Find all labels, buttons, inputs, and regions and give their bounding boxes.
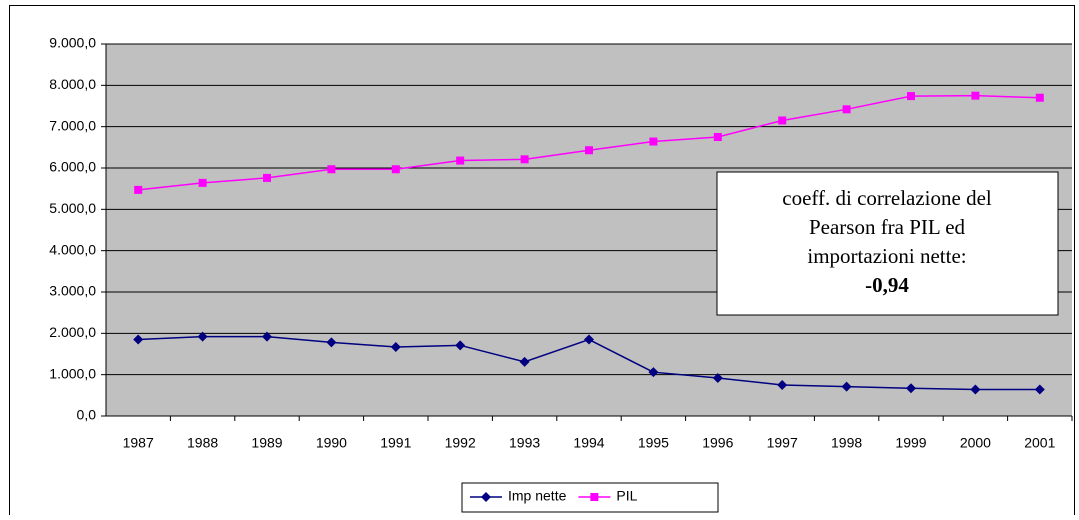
data-point — [1035, 93, 1044, 102]
data-point — [777, 380, 788, 390]
x-tick-label: 1988 — [187, 435, 218, 451]
y-tick-label: 7.000,0 — [49, 117, 96, 133]
data-point — [1034, 384, 1045, 395]
legend: Imp nette PIL — [461, 482, 719, 513]
data-point — [648, 367, 659, 378]
x-tick-label: 1993 — [509, 435, 540, 451]
annotation-box — [716, 171, 1059, 316]
y-tick-label: 3.000,0 — [49, 283, 96, 299]
x-tick-label: 1995 — [638, 435, 669, 451]
data-point — [584, 334, 594, 345]
data-point — [712, 372, 723, 383]
data-point — [390, 341, 401, 352]
data-point — [713, 133, 722, 141]
data-point — [326, 337, 337, 348]
data-point — [327, 165, 336, 174]
data-point — [970, 384, 981, 395]
annotation-text: Pearson fra PIL ed — [809, 215, 966, 239]
y-tick-label: 4.000,0 — [49, 241, 96, 257]
legend-label: PIL — [616, 488, 637, 504]
data-point — [907, 92, 915, 101]
annotation-text: importazioni nette: — [807, 244, 966, 268]
x-tick-label: 1997 — [767, 435, 798, 451]
data-point — [456, 156, 465, 165]
x-tick-label: 1998 — [831, 435, 862, 451]
x-tick-label: 1999 — [895, 435, 926, 451]
x-tick-label: 1991 — [380, 435, 411, 451]
y-tick-label: 6.000,0 — [49, 159, 96, 175]
y-tick-label: 1.000,0 — [49, 365, 96, 381]
x-tick-label: 1992 — [445, 435, 476, 451]
x-tick-label: 1994 — [573, 435, 604, 451]
legend-marker — [481, 492, 491, 502]
x-tick-label: 1996 — [702, 435, 733, 451]
data-point — [971, 91, 980, 100]
data-point — [841, 381, 852, 392]
data-point — [391, 165, 400, 174]
data-point — [197, 331, 208, 342]
data-point — [455, 340, 466, 351]
annotation-text: -0,94 — [865, 273, 909, 297]
y-tick-label: 8.000,0 — [49, 76, 96, 92]
data-point — [263, 173, 271, 182]
data-point — [842, 105, 851, 114]
y-tick-label: 5.000,0 — [49, 200, 96, 216]
data-point — [198, 178, 207, 187]
x-tick-label: 1990 — [316, 435, 347, 451]
y-tick-label: 0,0 — [77, 407, 97, 423]
y-tick-label: 2.000,0 — [49, 324, 96, 340]
x-tick-label: 1989 — [251, 435, 282, 451]
data-point — [906, 383, 916, 394]
data-point — [134, 185, 143, 194]
data-point — [262, 331, 272, 342]
data-point — [778, 116, 787, 125]
legend-label: Imp nette — [508, 488, 567, 504]
data-point — [649, 137, 658, 146]
data-point — [585, 146, 593, 155]
y-tick-label: 9.000,0 — [49, 35, 96, 51]
x-tick-label: 1987 — [123, 435, 154, 451]
data-point — [133, 334, 144, 345]
annotation-text: coeff. di correlazione del — [782, 186, 992, 210]
data-point — [519, 356, 530, 367]
data-point — [520, 155, 529, 164]
x-tick-label: 2001 — [1024, 435, 1055, 451]
x-tick-label: 2000 — [960, 435, 991, 451]
legend-marker — [590, 493, 599, 501]
